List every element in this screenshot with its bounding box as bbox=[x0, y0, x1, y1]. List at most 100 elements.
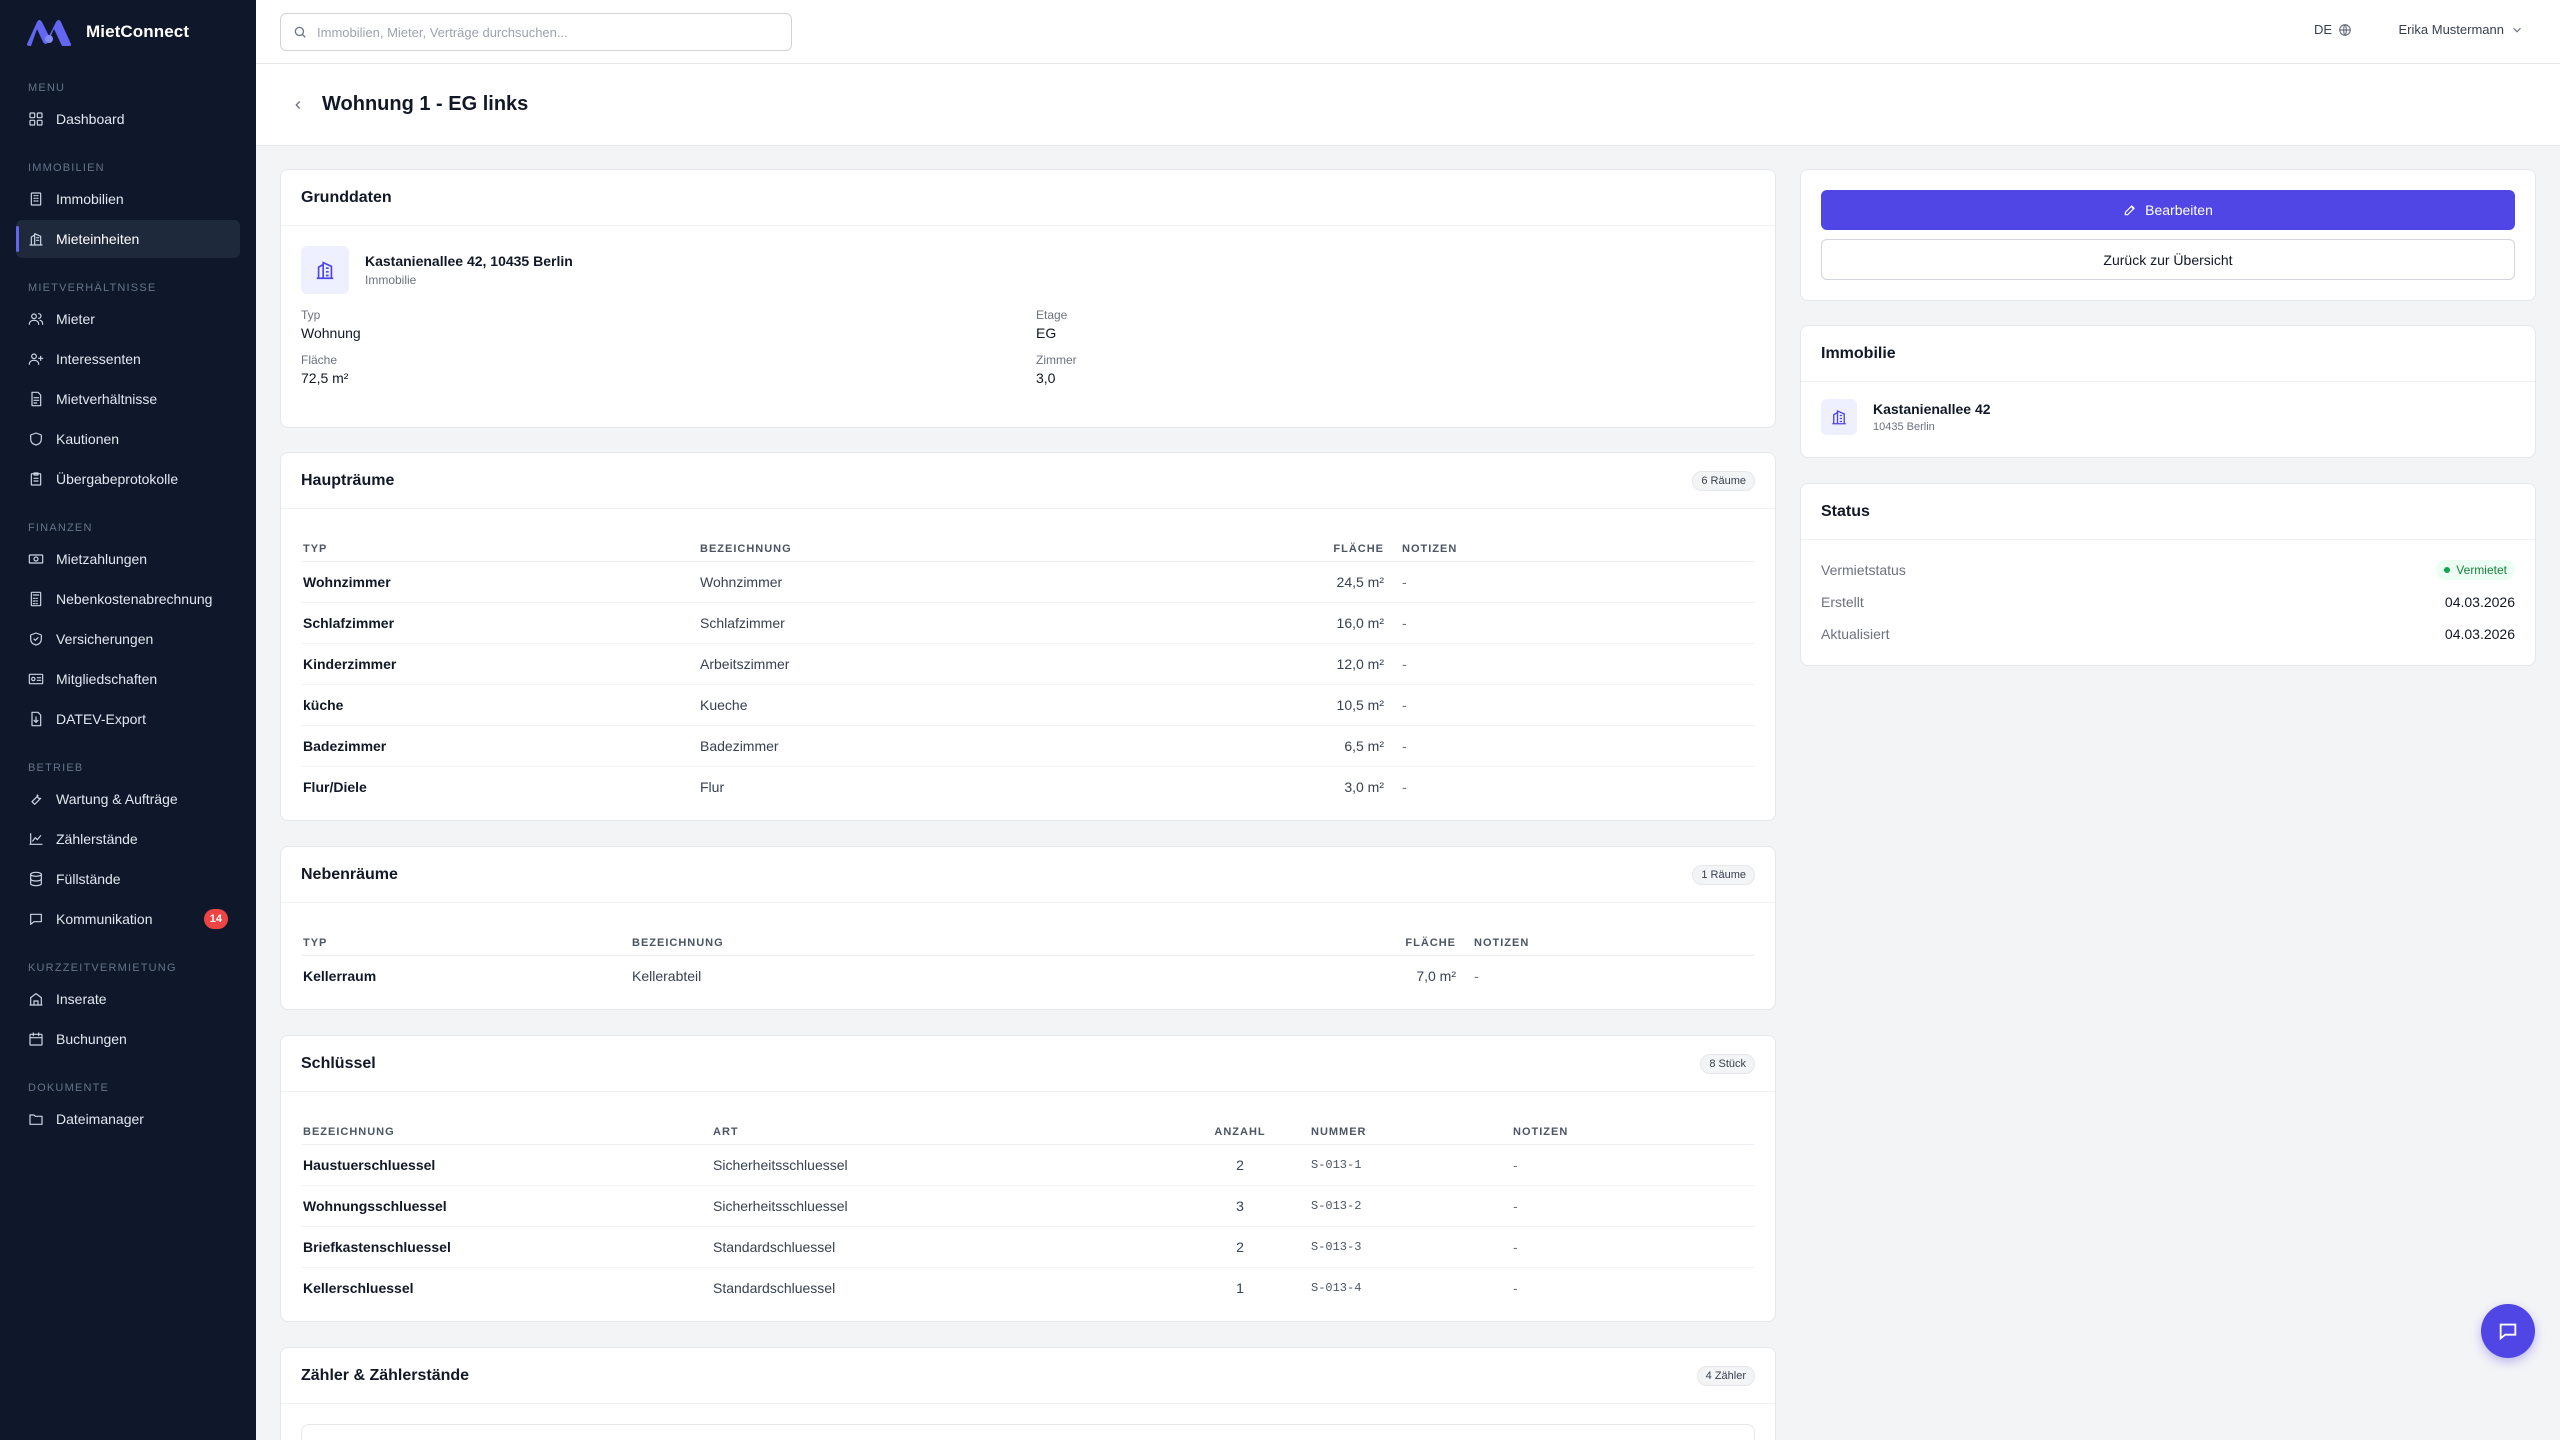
clipboard-icon bbox=[28, 471, 44, 487]
cell-notizen: - bbox=[1386, 684, 1755, 726]
sidebar-item-label: Versicherungen bbox=[56, 631, 154, 647]
col-typ: Typ bbox=[301, 931, 630, 956]
nebenraeume-table: Typ Bezeichnung Fläche Notizen Kellerrau… bbox=[301, 931, 1755, 996]
sidebar-item-kommunikation[interactable]: Kommunikation 14 bbox=[16, 900, 240, 938]
back-button[interactable] bbox=[288, 95, 308, 115]
back-to-overview-button[interactable]: Zurück zur Übersicht bbox=[1821, 239, 2515, 280]
sidebar-item-übergabeprotokolle[interactable]: Übergabeprotokolle bbox=[16, 460, 240, 498]
col-notizen: Notizen bbox=[1386, 537, 1755, 562]
user-menu[interactable]: Erika Mustermann bbox=[2399, 22, 2524, 37]
sidebar-item-label: Kommunikation bbox=[56, 911, 153, 927]
database-icon bbox=[28, 871, 44, 887]
status-row-aktualisiert: Aktualisiert 04.03.2026 bbox=[1801, 618, 2535, 650]
sidebar-item-label: Mietverhältnisse bbox=[56, 391, 158, 407]
sidebar-item-dashboard[interactable]: Dashboard bbox=[16, 100, 240, 138]
sidebar-item-inserate[interactable]: Inserate bbox=[16, 980, 240, 1018]
hauptraeume-title: Haupträume bbox=[301, 471, 395, 489]
table-row: Badezimmer Badezimmer 6,5 m² - bbox=[301, 725, 1755, 767]
table-row: Kinderzimmer Arbeitszimmer 12,0 m² - bbox=[301, 643, 1755, 685]
sidebar-item-mietzahlungen[interactable]: Mietzahlungen bbox=[16, 540, 240, 578]
col-anzahl: Anzahl bbox=[1181, 1120, 1299, 1145]
nebenraeume-count: 1 Räume bbox=[1692, 864, 1755, 885]
col-notizen: Notizen bbox=[1458, 931, 1755, 956]
user-plus-icon bbox=[28, 351, 44, 367]
edit-button[interactable]: Bearbeiten bbox=[1821, 190, 2515, 230]
sidebar-item-wartung-aufträge[interactable]: Wartung & Aufträge bbox=[16, 780, 240, 818]
sidebar-item-buchungen[interactable]: Buchungen bbox=[16, 1020, 240, 1058]
cell-flaeche: 16,0 m² bbox=[1298, 602, 1386, 644]
cell-art: Sicherheitsschluessel bbox=[711, 1144, 1181, 1186]
sidebar-item-datev-export[interactable]: DATEV-Export bbox=[16, 700, 240, 738]
cell-notizen: - bbox=[1511, 1226, 1755, 1268]
cell-anzahl: 3 bbox=[1181, 1185, 1299, 1227]
sidebar-item-dateimanager[interactable]: Dateimanager bbox=[16, 1100, 240, 1138]
sidebar-item-mietverhältnisse[interactable]: Mietverhältnisse bbox=[16, 380, 240, 418]
cell-bezeichnung: Wohnzimmer bbox=[698, 561, 1298, 603]
sidebar-item-versicherungen[interactable]: Versicherungen bbox=[16, 620, 240, 658]
shield-check-icon bbox=[28, 631, 44, 647]
nebenraeume-rows: Kellerraum Kellerabteil 7,0 m² - bbox=[301, 955, 1755, 996]
hauptraeume-header: Haupträume 6 Räume bbox=[281, 453, 1775, 509]
hauptraeume-rows: Wohnzimmer Wohnzimmer 24,5 m² - Schlafzimmer… bbox=[301, 561, 1755, 807]
notification-badge: 14 bbox=[203, 909, 228, 929]
sidebar-item-füllstände[interactable]: Füllstände bbox=[16, 860, 240, 898]
sidebar-item-label: Buchungen bbox=[56, 1031, 127, 1047]
hauptraeume-card: Haupträume 6 Räume Typ Bezeichnung Fläch… bbox=[280, 452, 1776, 821]
sidebar-item-label: Wartung & Aufträge bbox=[56, 791, 178, 807]
edit-icon bbox=[2124, 205, 2136, 216]
language-label: DE bbox=[2313, 22, 2332, 37]
search-icon bbox=[294, 26, 306, 38]
sidebar-item-label: Dateimanager bbox=[56, 1111, 144, 1127]
language-switcher[interactable]: DE bbox=[2314, 22, 2352, 37]
nav-section-label: Menu bbox=[28, 82, 66, 94]
sidebar-item-label: Füllstände bbox=[56, 871, 121, 887]
actions-card: Bearbeiten Zurück zur Übersicht bbox=[1800, 169, 2536, 301]
search-input[interactable] bbox=[317, 24, 779, 40]
immobilie-header: Immobilie bbox=[1801, 326, 2535, 382]
brand[interactable]: MietConnect bbox=[0, 0, 256, 64]
dashboard-icon bbox=[28, 111, 44, 127]
table-row: Wohnzimmer Wohnzimmer 24,5 m² - bbox=[301, 561, 1755, 603]
property-type: Immobilie bbox=[365, 273, 417, 287]
table-row: Haustuerschluessel Sicherheitsschluessel 2… bbox=[301, 1144, 1755, 1186]
back-button-label: Zurück zur Übersicht bbox=[2103, 251, 2233, 268]
calculator-icon bbox=[28, 591, 44, 607]
cell-typ: Badezimmer bbox=[301, 725, 698, 767]
field-value: Wohnung bbox=[301, 325, 361, 341]
sidebar-item-kautionen[interactable]: Kautionen bbox=[16, 420, 240, 458]
sidebar-item-label: Immobilien bbox=[56, 191, 124, 207]
sidebar-item-mitgliedschaften[interactable]: Mitgliedschaften bbox=[16, 660, 240, 698]
col-notizen: Notizen bbox=[1511, 1120, 1755, 1145]
table-row: küche Kueche 10,5 m² - bbox=[301, 684, 1755, 726]
schluessel-title: Schlüssel bbox=[301, 1054, 376, 1072]
table-row: Briefkastenschluessel Standardschluessel 2… bbox=[301, 1226, 1755, 1268]
nav-section-label: Dokumente bbox=[28, 1082, 110, 1094]
table-row: Kellerschluessel Standardschluessel 1 S-013… bbox=[301, 1267, 1755, 1308]
cell-typ: Flur/Diele bbox=[303, 778, 367, 795]
search-box[interactable] bbox=[280, 13, 792, 51]
cell-notizen: - bbox=[1474, 967, 1479, 984]
property-link[interactable]: Kastanienallee 42, 10435 Berlin Immobili… bbox=[281, 226, 1775, 308]
sidebar-item-interessenten[interactable]: Interessenten bbox=[16, 340, 240, 378]
col-bezeichnung: Bezeichnung bbox=[698, 537, 1298, 562]
immobilie-street: Kastanienallee 42 bbox=[1873, 401, 1991, 417]
nav-section-label: Immobilien bbox=[28, 162, 105, 174]
immobilie-link[interactable]: Kastanienallee 42 10435 Berlin bbox=[1801, 382, 2535, 449]
field-label: Typ bbox=[301, 308, 321, 322]
sidebar-item-label: Nebenkostenabrechnung bbox=[56, 591, 213, 607]
chat-button[interactable] bbox=[2481, 1304, 2535, 1358]
sidebar-item-zählerstände[interactable]: Zählerstände bbox=[16, 820, 240, 858]
cell-notizen: - bbox=[1386, 725, 1755, 767]
nebenraeume-title: Nebenräume bbox=[301, 865, 398, 883]
chat-icon bbox=[28, 911, 44, 927]
sidebar-item-immobilien[interactable]: Immobilien bbox=[16, 180, 240, 218]
sidebar-item-mieteinheiten[interactable]: Mieteinheiten bbox=[16, 220, 240, 258]
table-row: Flur/Diele Flur 3,0 m² - bbox=[301, 766, 1755, 807]
sidebar-nav: Menu Dashboard Immobilien Immobilien Mietein… bbox=[0, 78, 256, 1138]
cell-nummer: S-013-4 bbox=[1311, 1280, 1362, 1295]
globe-icon bbox=[2339, 23, 2351, 36]
zaehler-header: Zähler & Zählerstände 4 Zähler bbox=[281, 1348, 1775, 1404]
sidebar-item-nebenkostenabrechnung[interactable]: Nebenkostenabrechnung bbox=[16, 580, 240, 618]
cell-bezeichnung: Flur bbox=[700, 778, 725, 795]
sidebar-item-mieter[interactable]: Mieter bbox=[16, 300, 240, 338]
